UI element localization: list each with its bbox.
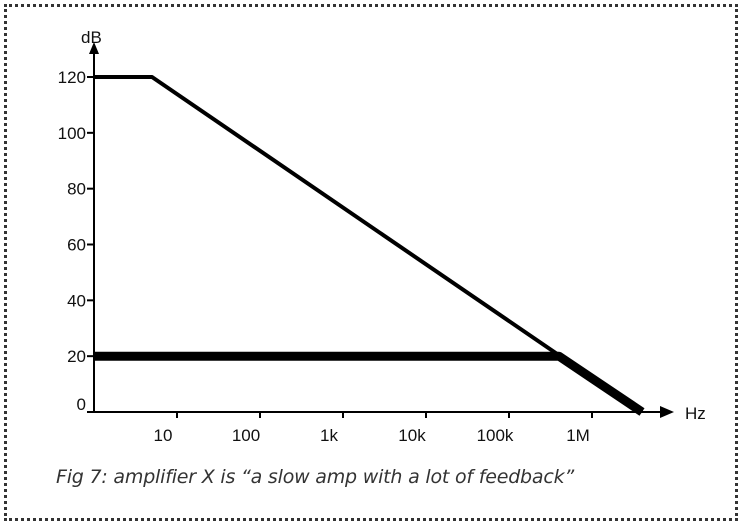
y-tick-label: 40 [67, 291, 86, 310]
figure-caption: Fig 7: amplifier X is “a slow amp with a… [56, 466, 575, 488]
x-tick-label: 10k [398, 426, 426, 445]
x-axis-label: Hz [685, 404, 706, 423]
y-tick-label: 0 [77, 395, 86, 414]
x-ticks: 10 100 1k 10k 100k 1M [154, 412, 593, 445]
y-tick-label: 100 [58, 124, 86, 143]
figure-frame [4, 4, 738, 521]
y-ticks: 0 20 40 60 80 100 120 [58, 68, 94, 414]
series [94, 75, 645, 416]
x-tick-label: 10 [154, 426, 173, 445]
y-tick-label: 20 [67, 347, 86, 366]
x-tick-label: 100k [477, 426, 514, 445]
axes: dB Hz [81, 28, 706, 423]
y-tick-label: 120 [58, 68, 86, 87]
y-axis-arrow-icon [89, 42, 99, 54]
x-tick-label: 1M [566, 426, 590, 445]
closed-loop-gain-line [94, 351, 645, 416]
y-tick-label: 60 [67, 236, 86, 255]
y-axis-label: dB [81, 28, 102, 47]
x-tick-label: 100 [232, 426, 260, 445]
x-tick-label: 1k [320, 426, 338, 445]
y-tick-label: 80 [67, 180, 86, 199]
x-axis-arrow-icon [660, 406, 674, 418]
open-loop-gain-line [94, 75, 644, 414]
